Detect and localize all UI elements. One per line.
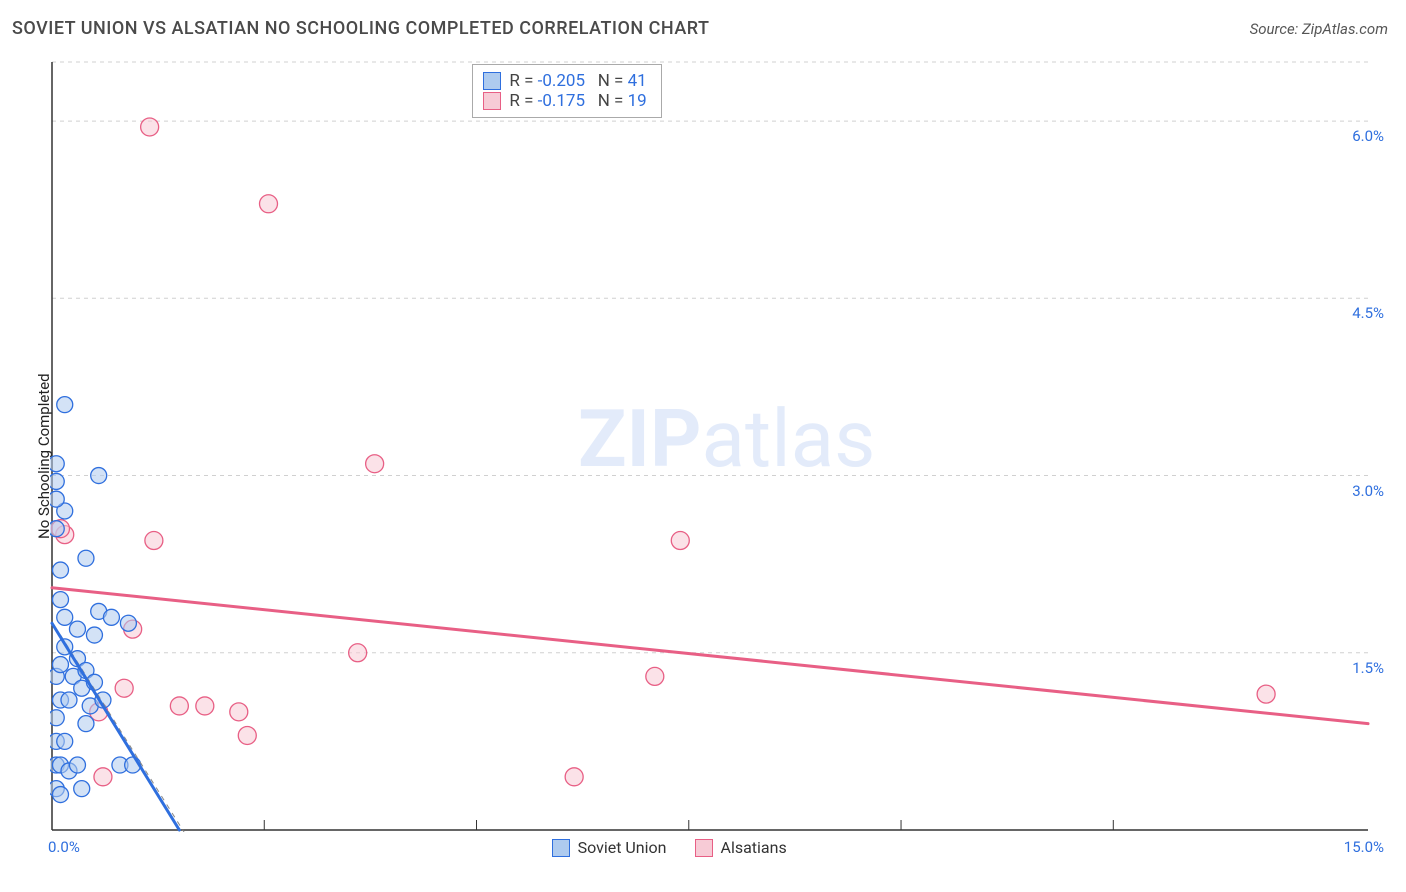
- series-swatch: [552, 839, 570, 857]
- y-tick-label: 1.5%: [1352, 659, 1384, 677]
- series-swatch: [483, 92, 501, 110]
- y-tick-label: 3.0%: [1352, 482, 1384, 500]
- legend-item: Alsatians: [695, 838, 787, 857]
- stats-text: R = -0.175 N = 19: [509, 91, 646, 111]
- source-label: Source: ZipAtlas.com: [1250, 20, 1388, 38]
- series-swatch: [695, 839, 713, 857]
- x-axis-min-label: 0.0%: [48, 838, 80, 856]
- series-swatch: [483, 72, 501, 90]
- scatter-plot: [50, 60, 1370, 832]
- chart-title: SOVIET UNION VS ALSATIAN NO SCHOOLING CO…: [12, 18, 709, 39]
- y-tick-label: 4.5%: [1352, 304, 1384, 322]
- stats-row: R = -0.205 N = 41: [483, 71, 646, 91]
- stats-row: R = -0.175 N = 19: [483, 91, 646, 111]
- x-axis-max-label: 15.0%: [1344, 838, 1384, 856]
- legend-label: Soviet Union: [578, 838, 667, 857]
- stats-legend: R = -0.205 N = 41R = -0.175 N = 19: [472, 64, 661, 118]
- y-tick-label: 6.0%: [1352, 127, 1384, 145]
- legend-label: Alsatians: [721, 838, 787, 857]
- legend-item: Soviet Union: [552, 838, 667, 857]
- stats-text: R = -0.205 N = 41: [509, 71, 646, 91]
- series-legend: Soviet Union Alsatians: [552, 838, 787, 857]
